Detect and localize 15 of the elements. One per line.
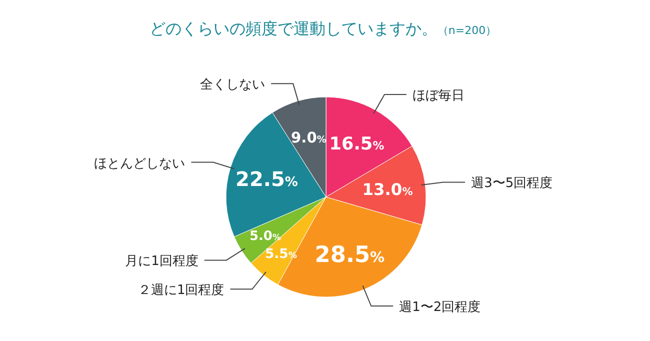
data-label: 13.0% — [362, 180, 414, 199]
slice-label: 月に1回程度 — [125, 253, 198, 270]
data-label: 9.0% — [291, 130, 327, 147]
data-label: 5.0% — [249, 229, 282, 244]
data-label: 28.5% — [314, 242, 386, 268]
slice-label: 全くしない — [200, 78, 266, 93]
slice-label: ほぼ毎日 — [412, 88, 464, 104]
chart-title: どのくらいの頻度で運動していますか。 — [149, 19, 438, 38]
slice-label: ２週に1回程度 — [138, 282, 224, 298]
data-label: 16.5% — [329, 134, 385, 154]
slice-label: 週3〜5回程度 — [471, 175, 553, 192]
data-label: 22.5% — [236, 166, 298, 191]
slice-label: ほとんどしない — [94, 156, 186, 172]
slice-label: 週1〜2回程度 — [399, 299, 481, 316]
chart-subtitle: （n=200） — [437, 24, 497, 37]
